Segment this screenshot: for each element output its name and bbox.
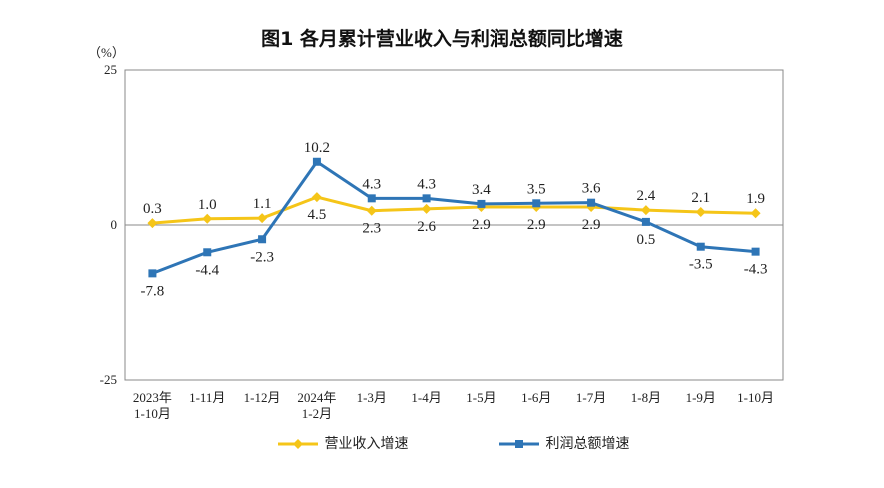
revenue-point xyxy=(202,213,213,224)
profit-data-label: 3.4 xyxy=(472,182,491,198)
profit-data-label: 3.5 xyxy=(527,181,546,197)
x-tick-label: 1-3月 xyxy=(357,390,387,405)
x-tick-label: 1-6月 xyxy=(521,390,551,405)
revenue-point xyxy=(366,205,377,216)
profit-point xyxy=(696,242,705,251)
profit-data-label: 4.3 xyxy=(417,176,436,192)
x-tick-label: 1-11月 xyxy=(189,390,225,405)
x-tick-label: 1-9月 xyxy=(686,390,716,405)
profit-point xyxy=(258,235,267,244)
revenue-point xyxy=(311,192,322,203)
profit-data-label: -4.3 xyxy=(744,262,768,278)
legend-item-profit: 利润总额增速 xyxy=(497,433,629,453)
revenue-point xyxy=(257,213,268,224)
y-tick-label: 0 xyxy=(111,217,118,232)
x-tick-label: 1-4月 xyxy=(411,390,441,405)
revenue-point xyxy=(421,203,432,214)
revenue-data-label: 2.4 xyxy=(637,188,656,204)
profit-data-label: -3.5 xyxy=(689,257,713,273)
x-tick-label: 1-10月 xyxy=(134,406,171,421)
revenue-data-label: 1.1 xyxy=(253,196,272,212)
profit-point xyxy=(587,198,596,207)
profit-data-label: -7.8 xyxy=(141,283,165,299)
revenue-point xyxy=(640,205,651,216)
x-tick-label: 1-5月 xyxy=(466,390,496,405)
profit-legend-swatch xyxy=(499,440,539,448)
revenue-legend-swatch xyxy=(278,439,318,449)
revenue-data-label: 2.1 xyxy=(691,190,710,206)
profit-point xyxy=(312,157,321,166)
profit-point xyxy=(532,199,541,208)
revenue-data-label: 0.3 xyxy=(143,201,162,217)
chart-title: 图1 各月累计营业收入与利润总额同比增速 xyxy=(261,28,623,50)
profit-point xyxy=(367,194,376,203)
profit-point xyxy=(751,247,760,256)
profit-data-label: 10.2 xyxy=(304,140,330,156)
profit-data-label: 0.5 xyxy=(637,232,656,248)
revenue-point xyxy=(147,218,158,229)
revenue-point xyxy=(695,206,706,217)
y-tick-label: 25 xyxy=(104,62,117,77)
revenue-series-line xyxy=(152,195,756,225)
y-unit-label: （%） xyxy=(88,45,125,60)
revenue-data-label: 2.9 xyxy=(472,217,491,233)
profit-point xyxy=(148,269,157,278)
legend-item-revenue: 营业收入增速 xyxy=(276,433,408,453)
profit-point xyxy=(477,199,486,208)
profit-data-label: -4.4 xyxy=(195,262,219,278)
revenue-data-label: 2.9 xyxy=(582,217,601,233)
x-tick-label: 1-2月 xyxy=(302,406,332,421)
profit-point xyxy=(203,248,212,257)
revenue-data-label: 2.9 xyxy=(527,217,546,233)
profit-data-label: -2.3 xyxy=(250,249,274,265)
legend-label-revenue: 营业收入增速 xyxy=(324,436,409,452)
x-tick-label: 1-12月 xyxy=(244,390,281,405)
revenue-data-label: 2.3 xyxy=(362,221,381,237)
x-tick-label: 2024年 xyxy=(297,390,336,405)
x-tick-label: 1-8月 xyxy=(631,390,661,405)
profit-data-label: 3.6 xyxy=(582,181,601,197)
revenue-data-label: 2.6 xyxy=(417,219,436,235)
revenue-data-label: 4.5 xyxy=(308,207,327,223)
legend-label-profit: 利润总额增速 xyxy=(545,436,630,452)
x-tick-label: 1-7月 xyxy=(576,390,606,405)
revenue-data-label: 1.0 xyxy=(198,197,217,213)
y-tick-label: -25 xyxy=(100,372,117,387)
profit-data-label: 4.3 xyxy=(362,176,381,192)
x-tick-label: 1-10月 xyxy=(737,390,774,405)
x-tick-label: 2023年 xyxy=(133,390,172,405)
revenue-data-label: 1.9 xyxy=(746,191,765,207)
profit-series-line xyxy=(151,160,756,275)
profit-point xyxy=(422,194,431,203)
revenue-point xyxy=(750,208,761,219)
profit-point xyxy=(641,217,650,226)
